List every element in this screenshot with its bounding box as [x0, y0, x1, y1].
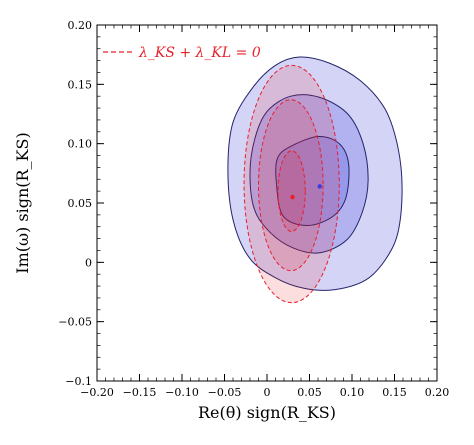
blue-contour-level-1 [275, 135, 350, 227]
red-best-fit-point [290, 194, 295, 200]
y-tick-label: −0.1 [65, 375, 92, 388]
y-tick-label: −0.05 [58, 316, 92, 329]
x-tick-label: 0 [264, 386, 271, 399]
x-tick-label: 0.05 [297, 386, 322, 399]
red-contour-level-2 [258, 99, 324, 272]
y-axis-label: Im(ω) sign(R_KS) [13, 132, 32, 273]
red-contour-level-1 [277, 150, 306, 232]
y-tick-label: 0.05 [68, 197, 93, 210]
blue-best-fit-point [317, 184, 322, 189]
x-tick-label: −0.15 [123, 386, 157, 399]
red-contour-layer [243, 64, 340, 304]
x-tick-label: 0.20 [425, 386, 450, 399]
blue-contour-level-2 [249, 94, 369, 254]
y-tick-label: 0 [85, 256, 92, 269]
x-tick-label: 0.15 [382, 386, 407, 399]
x-tick-label: 0.10 [340, 386, 365, 399]
x-tick-label: −0.20 [80, 386, 114, 399]
x-axis-label: Re(θ) sign(R_KS) [198, 403, 336, 422]
x-tick-label: −0.10 [165, 386, 199, 399]
x-tick-label: −0.05 [208, 386, 242, 399]
axis-ticks: −0.20 −0.15 −0.10 −0.05 0 0.05 0.10 0.15 0.20−0.… [58, 19, 449, 399]
best-fit-points [290, 184, 322, 200]
blue-contour-layer [227, 56, 403, 291]
y-tick-label: 0.10 [68, 138, 93, 151]
y-tick-label: 0.20 [68, 19, 93, 32]
legend-label: λ_KS + λ_KL = 0 [138, 45, 261, 61]
blue-contour-level-3 [227, 56, 403, 291]
legend: λ_KS + λ_KL = 0 [103, 45, 261, 61]
y-tick-label: 0.15 [68, 78, 93, 91]
